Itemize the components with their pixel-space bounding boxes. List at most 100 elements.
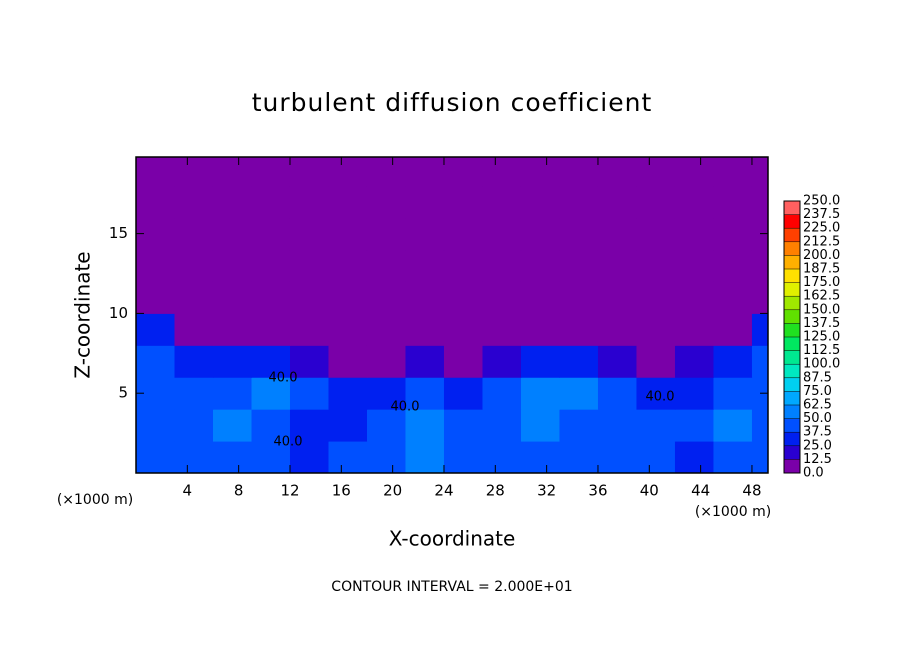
field-cell bbox=[174, 345, 214, 378]
field-cell bbox=[713, 377, 753, 410]
field-cell bbox=[520, 313, 560, 346]
field-cell bbox=[520, 345, 560, 378]
x-tick-label: 40 bbox=[640, 482, 659, 500]
field-cell bbox=[520, 185, 560, 219]
field-cell bbox=[597, 441, 637, 473]
field-cell bbox=[174, 377, 214, 410]
field-cell bbox=[713, 313, 753, 346]
field-cell bbox=[328, 345, 368, 378]
plot-frame bbox=[135, 156, 769, 474]
field-cell bbox=[482, 281, 522, 314]
x-unit: (×1000 m) bbox=[695, 504, 771, 520]
colorbar-segment bbox=[784, 337, 800, 351]
field-cell bbox=[289, 185, 329, 219]
colorbar-label: 50.0 bbox=[803, 411, 832, 426]
colorbar-segment bbox=[784, 459, 800, 473]
field-cell bbox=[559, 157, 599, 187]
colorbar-label: 100.0 bbox=[803, 357, 840, 372]
colorbar-segment bbox=[784, 228, 800, 242]
field-cell bbox=[328, 157, 368, 187]
field-cell bbox=[212, 377, 252, 410]
field-cell bbox=[251, 249, 291, 282]
field-cell bbox=[289, 377, 329, 410]
field-cell bbox=[366, 249, 406, 282]
field-cell bbox=[636, 217, 676, 251]
x-tick-label: 48 bbox=[742, 482, 761, 500]
field-cell bbox=[366, 441, 406, 473]
field-cell bbox=[520, 441, 560, 473]
colorbar-label: 137.5 bbox=[803, 316, 840, 331]
field-cell bbox=[212, 157, 252, 187]
field-cell bbox=[366, 345, 406, 378]
field-cell bbox=[289, 157, 329, 187]
field-cell bbox=[405, 409, 445, 442]
contour-label: 40.0 bbox=[274, 435, 303, 450]
field-cell bbox=[636, 409, 676, 442]
field-cell bbox=[289, 249, 329, 282]
field-cell bbox=[174, 217, 214, 251]
field-cell bbox=[636, 313, 676, 346]
field-cell bbox=[636, 345, 676, 378]
field-cell bbox=[289, 281, 329, 314]
field-cell bbox=[136, 185, 175, 219]
field-cell bbox=[366, 377, 406, 410]
colorbar-segment bbox=[784, 241, 800, 256]
colorbar-segment bbox=[784, 445, 800, 460]
field-cell bbox=[289, 217, 329, 251]
field-cell bbox=[559, 409, 599, 442]
field-cell bbox=[713, 185, 753, 219]
colorbar-label: 200.0 bbox=[803, 248, 840, 263]
colorbar-label: 175.0 bbox=[803, 275, 840, 290]
colorbar-segment bbox=[784, 391, 800, 405]
field-cell bbox=[366, 217, 406, 251]
field-cell bbox=[212, 441, 252, 473]
field-cell bbox=[597, 345, 637, 378]
field-cell bbox=[174, 281, 214, 314]
colorbar-label: 62.5 bbox=[803, 398, 832, 413]
colorbar-label: 150.0 bbox=[803, 302, 840, 317]
field-cell bbox=[674, 157, 714, 187]
field-cell bbox=[520, 217, 560, 251]
field-cell bbox=[559, 345, 599, 378]
field-cell bbox=[366, 157, 406, 187]
field-cell bbox=[636, 377, 676, 410]
field-cell bbox=[405, 157, 445, 187]
field-cell bbox=[482, 249, 522, 282]
field-cell bbox=[328, 281, 368, 314]
field-cell bbox=[289, 409, 329, 442]
colorbar-label: 112.5 bbox=[803, 343, 840, 358]
field-cell bbox=[713, 409, 753, 442]
colorbar-label: 225.0 bbox=[803, 221, 840, 236]
field-cell bbox=[597, 313, 637, 346]
field-cell bbox=[328, 313, 368, 346]
field-cell bbox=[674, 313, 714, 346]
chart-title: turbulent diffusion coefficient bbox=[252, 88, 653, 117]
field-cell bbox=[713, 217, 753, 251]
field-cell bbox=[559, 281, 599, 314]
field-cell bbox=[366, 185, 406, 219]
field-cell bbox=[597, 281, 637, 314]
colorbar-segment bbox=[784, 214, 800, 229]
field-cell bbox=[289, 345, 329, 378]
field-cell bbox=[212, 313, 252, 346]
colorbar-segment bbox=[784, 296, 800, 310]
field-cell bbox=[251, 157, 291, 187]
field-cell bbox=[405, 441, 445, 473]
field-cell bbox=[251, 217, 291, 251]
x-tick-label: 24 bbox=[434, 482, 453, 500]
field-cell bbox=[674, 377, 714, 410]
y-tick-label: 15 bbox=[109, 224, 128, 242]
field-cell bbox=[251, 409, 291, 442]
field-cell bbox=[251, 441, 291, 473]
field-cell bbox=[636, 157, 676, 187]
field-cell bbox=[405, 313, 445, 346]
field-cell bbox=[751, 185, 768, 219]
colorbar-segment bbox=[784, 418, 800, 433]
field-cell bbox=[136, 249, 175, 282]
colorbar-label: 125.0 bbox=[803, 330, 840, 345]
field-cell bbox=[443, 249, 483, 282]
field-cell bbox=[597, 409, 637, 442]
field-cell bbox=[443, 217, 483, 251]
colorbar-label: 0.0 bbox=[803, 466, 824, 481]
field-cell bbox=[636, 441, 676, 473]
